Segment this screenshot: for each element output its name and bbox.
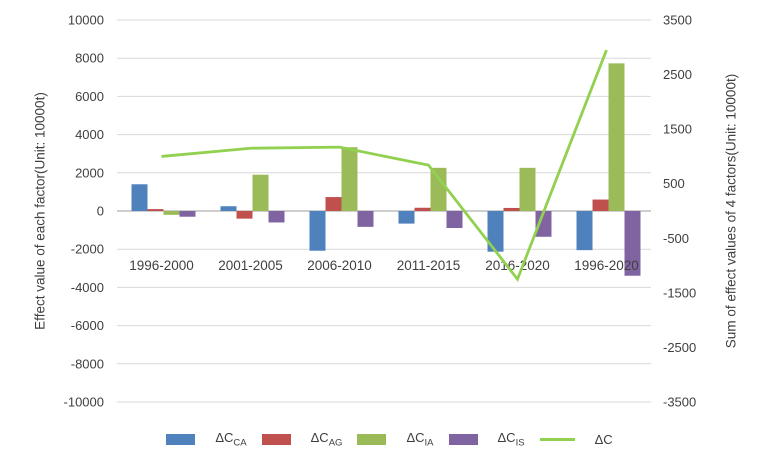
bar-IA-1996-2000 [163, 211, 180, 215]
bar-AG-2011-2015 [414, 207, 431, 211]
legend-swatch-icon [261, 433, 291, 445]
right-tick-label-2500: 2500 [663, 67, 692, 82]
right-tick-label-500: 500 [663, 176, 685, 191]
bar-IA-2011-2015 [430, 167, 447, 211]
legend-item-AG: ΔCAG [261, 430, 343, 449]
left-tick-label--6000: -6000 [71, 318, 104, 333]
legend-swatch-icon [357, 433, 387, 445]
bar-AG-1996-2000 [147, 209, 164, 211]
legend-label: ΔC [594, 431, 613, 447]
category-label-1996-2000: 1996-2000 [129, 258, 194, 273]
left-tick-label--2000: -2000 [71, 242, 104, 257]
legend-label: ΔCAG [310, 430, 343, 449]
left-tick-label--10000: -10000 [64, 395, 104, 410]
legend-swatch-icon [166, 433, 196, 445]
bar-CA-2001-2005 [220, 206, 237, 211]
left-tick-label--4000: -4000 [71, 280, 104, 295]
right-tick-label--500: -500 [663, 231, 689, 246]
bar-IS-2011-2015 [446, 211, 463, 228]
left-tick-label-0: 0 [97, 204, 104, 219]
bar-IA-2016-2020 [519, 167, 536, 211]
bar-IS-1996-2000 [179, 211, 196, 217]
bar-IS-2006-2010 [357, 211, 374, 227]
left-tick-label-2000: 2000 [75, 165, 104, 180]
category-label-2001-2005: 2001-2005 [218, 258, 283, 273]
bar-CA-2006-2010 [309, 211, 326, 251]
legend-line-icon [539, 437, 575, 441]
right-tick-label--1500: -1500 [663, 285, 696, 300]
bar-IS-1996-2020 [624, 211, 641, 276]
legend: ΔCCA ΔCAG ΔCIA ΔCIS ΔC [0, 430, 779, 449]
left-tick-label-10000: 10000 [68, 13, 104, 28]
category-label-2011-2015: 2011-2015 [397, 258, 461, 273]
right-tick-label-1500: 1500 [663, 122, 692, 137]
left-tick-label-6000: 6000 [75, 89, 104, 104]
legend-item-total: ΔC [539, 431, 613, 447]
legend-label: ΔCCA [215, 430, 247, 449]
bar-IA-2006-2010 [341, 147, 358, 211]
bar-IS-2001-2005 [268, 211, 285, 223]
bar-IS-2016-2020 [535, 211, 552, 237]
bar-AG-2016-2020 [503, 207, 520, 211]
legend-item-IS: ΔCIS [448, 430, 525, 449]
legend-label: ΔCIS [497, 430, 525, 449]
bar-IA-2001-2005 [252, 174, 269, 211]
left-tick-label-8000: 8000 [75, 51, 104, 66]
bar-AG-2006-2010 [325, 197, 342, 211]
right-axis-title: Sum of effect values of 4 factors(Unit: … [723, 73, 739, 349]
right-tick-label--3500: -3500 [663, 395, 696, 410]
bar-CA-2016-2020 [487, 211, 504, 252]
left-axis-title: Effect value of each factor(Unit: 10000t… [32, 92, 48, 330]
legend-label: ΔCIA [406, 430, 434, 449]
left-tick-label-4000: 4000 [75, 127, 104, 142]
bar-CA-1996-2000 [131, 184, 148, 211]
legend-swatch-icon [448, 433, 478, 445]
bar-CA-1996-2020 [576, 211, 593, 251]
legend-item-CA: ΔCCA [166, 430, 247, 449]
category-label-1996-2020: 1996-2020 [574, 258, 639, 273]
delta-c-line [161, 49, 608, 283]
bar-AG-1996-2020 [592, 199, 609, 211]
left-tick-label--8000: -8000 [71, 356, 104, 371]
bar-CA-2011-2015 [398, 211, 415, 224]
legend-item-IA: ΔCIA [357, 430, 434, 449]
category-label-2006-2010: 2006-2010 [307, 258, 372, 273]
bar-AG-2001-2005 [236, 211, 253, 219]
bar-IA-1996-2020 [608, 63, 625, 212]
category-label-2016-2020: 2016-2020 [485, 258, 550, 273]
right-tick-label-3500: 3500 [663, 13, 692, 28]
right-tick-label--2500: -2500 [663, 340, 696, 355]
